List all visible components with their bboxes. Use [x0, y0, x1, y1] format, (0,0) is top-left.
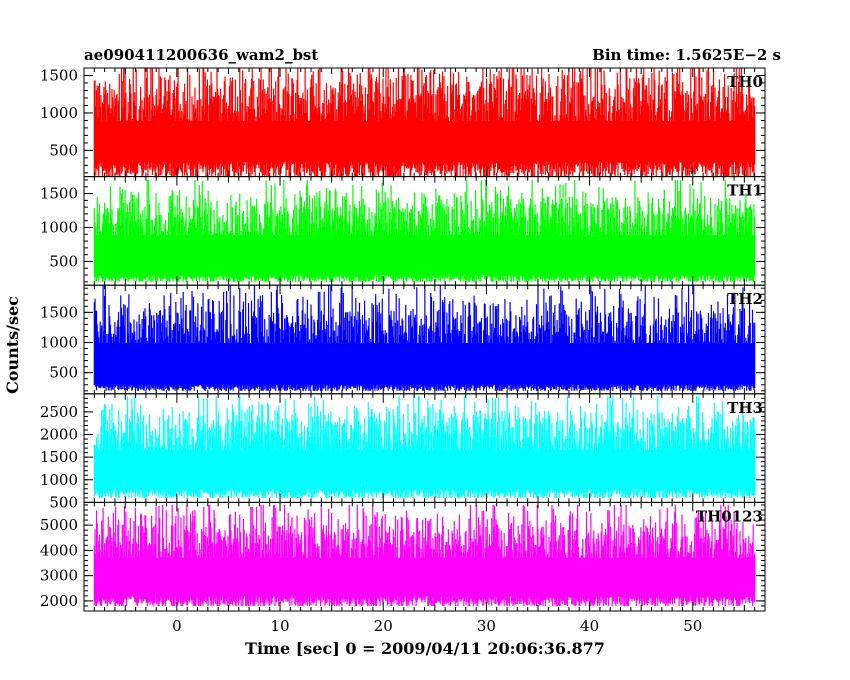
x-tick-label: 0	[172, 617, 182, 635]
y-tick-label: 1500	[40, 66, 78, 84]
panel-label: TH0123	[696, 507, 763, 525]
x-tick-label: 50	[683, 617, 702, 635]
x-tick-label: 10	[270, 617, 289, 635]
y-tick-label: 2500	[40, 403, 78, 421]
y-axis-label: Counts/sec	[3, 296, 22, 394]
panel-th0123: 2000 3000 4000 5000 TH0123	[40, 501, 766, 612]
panel-th3: 500 1000 1500 2000 2500 TH3	[40, 393, 766, 511]
bin-time-label: Bin time: 1.5625E−2 s	[592, 46, 781, 64]
y-tick-label: 3000	[40, 567, 78, 585]
panel-label: TH2	[727, 290, 763, 308]
x-axis-label: Time [sec] 0 = 2009/04/11 20:06:36.877	[245, 639, 605, 658]
x-tick-label: 40	[580, 617, 599, 635]
series-core-th0	[94, 120, 755, 157]
y-tick-label: 2000	[40, 592, 78, 610]
y-tick-label: 500	[49, 364, 78, 382]
y-tick-label: 1000	[40, 471, 78, 489]
series-core-th0123	[94, 557, 755, 592]
series-core-th2	[94, 342, 755, 380]
x-tick-label: 20	[374, 617, 393, 635]
y-tick-label: 1500	[40, 448, 78, 466]
chart-title: ae090411200636_wam2_bst	[84, 46, 318, 64]
y-tick-label: 500	[49, 493, 78, 511]
panel-th1: 500 1000 1500 TH1	[40, 176, 766, 286]
y-tick-label: 2000	[40, 426, 78, 444]
y-tick-label: 4000	[40, 541, 78, 559]
panel-label: TH3	[727, 399, 763, 417]
y-tick-label: 1000	[40, 219, 78, 237]
y-tick-label: 1500	[40, 303, 78, 321]
y-tick-label: 1000	[40, 334, 78, 352]
panel-th0: 500 1000 1500 TH0	[40, 66, 766, 178]
y-tick-label: 1000	[40, 104, 78, 122]
panel-label: TH0	[727, 73, 763, 91]
x-tick-label: 30	[477, 617, 496, 635]
y-tick-label: 1500	[40, 185, 78, 203]
y-tick-label: 500	[49, 252, 78, 270]
series-core-th3	[94, 449, 755, 485]
x-axis: 0 10 20 30 40 50	[172, 617, 702, 635]
series-core-th1	[94, 235, 755, 271]
y-tick-label: 5000	[40, 516, 78, 534]
panel-th2: 500 1000 1500 TH2	[40, 284, 766, 395]
panels-group: 500 1000 1500 TH0 500 1000 1500 TH1 500 1000 1500 T…	[40, 66, 766, 612]
y-tick-label: 500	[49, 141, 78, 159]
panel-label: TH1	[727, 182, 763, 200]
